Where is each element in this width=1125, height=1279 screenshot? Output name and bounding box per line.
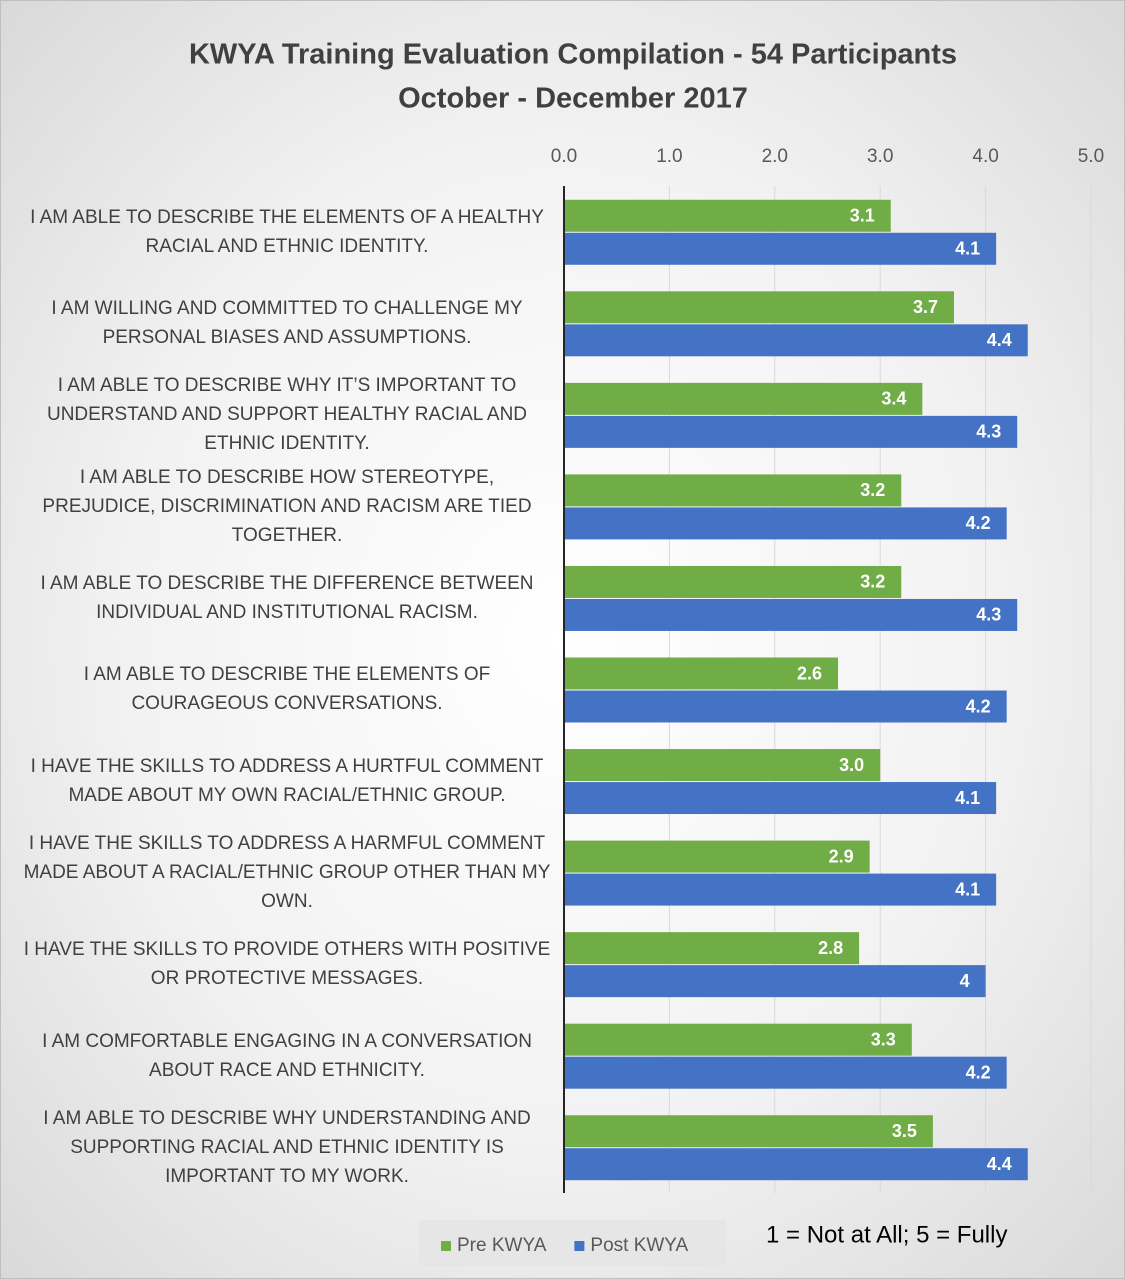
legend-swatch [441,1241,451,1251]
bar [564,840,870,873]
value-label: 4.1 [955,788,980,808]
x-tick-label: 0.0 [551,146,577,167]
category-label: I AM ABLE TO DESCRIBE THE DIFFERENCE BET… [40,572,534,623]
bar [564,598,1018,631]
bar [564,232,997,265]
bar [564,690,1007,723]
category-label: I AM ABLE TO DESCRIBE HOW STEREOTYPE, PR… [42,466,532,546]
value-label: 4.4 [987,1154,1012,1174]
bar [564,382,923,415]
bar [564,749,881,782]
bar [564,1023,912,1056]
bar [564,873,997,906]
category-label: I HAVE THE SKILLS TO ADDRESS A HARMFUL C… [23,833,551,913]
value-label: 3.5 [892,1121,917,1141]
legend-box [419,1220,726,1266]
bar [564,199,891,232]
value-label: 3.0 [839,755,864,775]
category-label: I AM ABLE TO DESCRIBE WHY UNDERSTANDING … [43,1107,531,1187]
category-label: I AM ABLE TO DESCRIBE THE ELEMENTS OF CO… [83,664,491,715]
chart-title: KWYA Training Evaluation Compilation - 5… [189,39,957,71]
bar [564,965,986,998]
category-label: I HAVE THE SKILLS TO ADDRESS A HURTFUL C… [30,756,544,807]
value-label: 4.1 [955,879,980,899]
value-label: 3.3 [871,1029,896,1049]
bar [564,932,860,965]
x-tick-label: 2.0 [762,146,788,167]
bar [564,415,1018,448]
value-label: 4 [960,971,970,991]
bar [564,507,1007,540]
value-label: 4.3 [976,422,1001,442]
bar [564,1148,1028,1181]
annotation: 1 = Not at All; 5 = Fully [766,1221,1007,1248]
category-label: I AM ABLE TO DESCRIBE WHY IT’S IMPORTANT… [46,375,528,455]
value-label: 4.2 [966,513,991,533]
x-tick-label: 3.0 [867,146,893,167]
legend-label: Post KWYA [590,1235,688,1256]
value-label: 2.6 [797,663,822,683]
value-label: 4.2 [966,1062,991,1082]
value-label: 3.2 [860,480,885,500]
value-label: 3.1 [850,206,875,226]
value-label: 2.9 [829,846,854,866]
bar [564,1115,933,1148]
bar [564,565,902,598]
bar [564,782,997,815]
bar [564,657,839,690]
category-label: I AM WILLING AND COMMITTED TO CHALLENGE … [51,298,523,349]
value-label: 4.3 [976,605,1001,625]
bar [564,324,1028,357]
value-label: 2.8 [818,938,843,958]
category-label: I AM COMFORTABLE ENGAGING IN A CONVERSAT… [42,1030,532,1081]
chart-subtitle: October - December 2017 [398,83,748,115]
legend-label: Pre KWYA [457,1235,547,1256]
x-tick-label: 5.0 [1078,146,1104,167]
value-label: 4.4 [987,330,1012,350]
bar [564,291,954,324]
legend-swatch [574,1241,585,1251]
value-label: 3.7 [913,297,938,317]
value-label: 4.2 [966,696,991,716]
bar [564,474,902,507]
value-label: 3.2 [860,572,885,592]
bar [564,1056,1007,1089]
value-label: 4.1 [955,239,980,259]
x-tick-label: 4.0 [972,146,998,167]
value-label: 3.4 [881,389,906,409]
category-label: I AM ABLE TO DESCRIBE THE ELEMENTS OF A … [30,206,544,257]
x-tick-label: 1.0 [656,146,682,167]
category-label: I HAVE THE SKILLS TO PROVIDE OTHERS WITH… [23,939,551,990]
